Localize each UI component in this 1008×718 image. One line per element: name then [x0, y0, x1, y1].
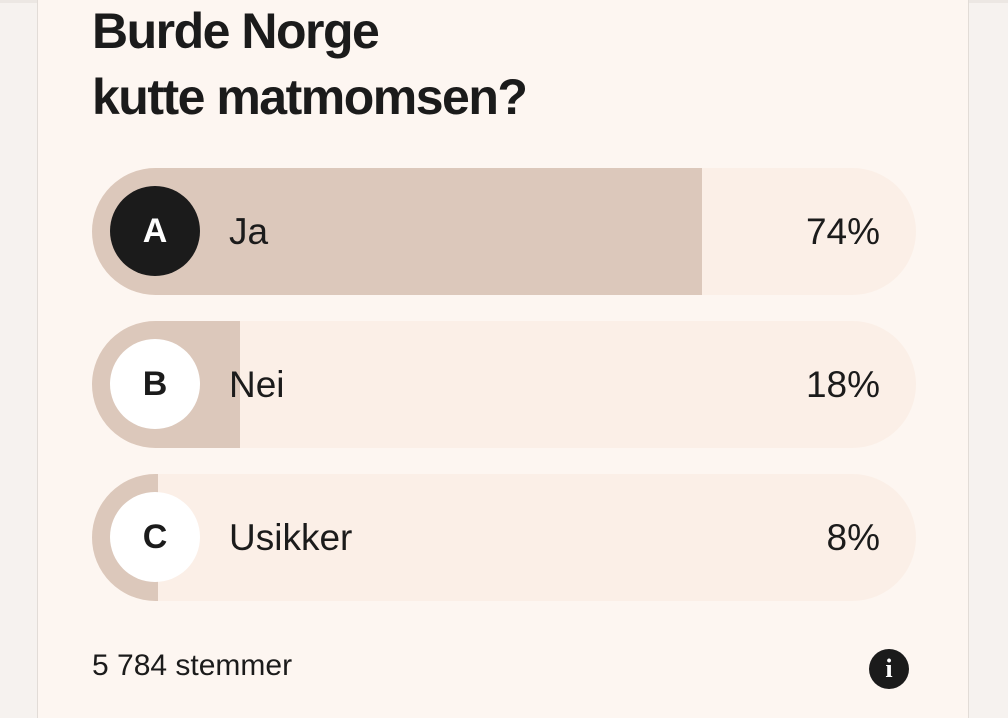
- poll-option-c[interactable]: C Usikker 8%: [92, 474, 916, 601]
- option-letter-a: A: [110, 186, 200, 276]
- option-label-b: Nei: [229, 364, 285, 405]
- option-label-c: Usikker: [229, 517, 353, 558]
- option-percent-c: 8%: [826, 517, 880, 558]
- poll-question-line-1: Burde Norge: [92, 3, 380, 59]
- option-percent-a: 74%: [805, 211, 880, 252]
- info-icon[interactable]: i: [869, 649, 909, 689]
- vote-count: 5 784 stemmer: [92, 649, 293, 682]
- option-letter-c: C: [110, 492, 200, 582]
- poll-option-b[interactable]: B Nei 18%: [92, 321, 916, 448]
- poll-option-a[interactable]: A Ja 74%: [92, 168, 916, 295]
- poll-question: Burde Norge kutte matmomsen?: [92, 0, 792, 130]
- option-percent-b: 18%: [805, 364, 880, 405]
- poll-card: Burde Norge kutte matmomsen? A Ja 74% B N…: [37, 0, 969, 718]
- poll-question-line-2: kutte matmomsen?: [92, 69, 528, 125]
- option-label-a: Ja: [229, 211, 269, 252]
- option-letter-b: B: [110, 339, 200, 429]
